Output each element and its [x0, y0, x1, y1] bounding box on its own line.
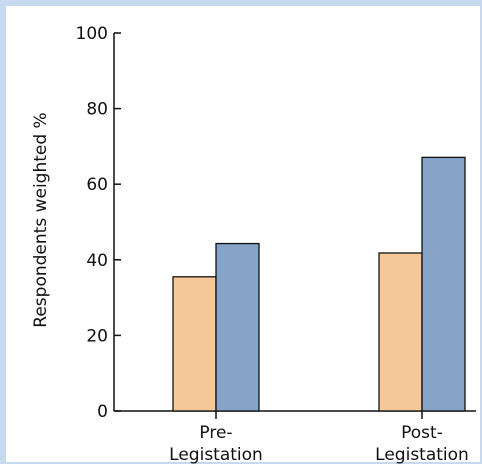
x-tick-label: Legistation	[375, 445, 469, 465]
x-tick-label: Legistation	[169, 445, 263, 465]
y-tick-label: 60	[86, 175, 108, 195]
bar	[421, 156, 466, 412]
bar	[172, 276, 217, 412]
y-tick-label: 20	[86, 326, 108, 346]
y-tick-label: 0	[97, 402, 108, 422]
x-tick-label: Post-	[401, 423, 443, 443]
y-axis-label: Respondents weighted %	[31, 112, 51, 327]
x-tick-label: Pre-	[199, 423, 232, 443]
y-axis: 0 20 40 60 80 100	[76, 24, 121, 422]
y-tick-label: 100	[76, 24, 108, 44]
y-tick-label: 40	[86, 251, 108, 271]
bar	[378, 252, 423, 412]
bars	[172, 156, 466, 412]
bar	[215, 242, 260, 412]
y-tick-label: 80	[86, 100, 108, 120]
